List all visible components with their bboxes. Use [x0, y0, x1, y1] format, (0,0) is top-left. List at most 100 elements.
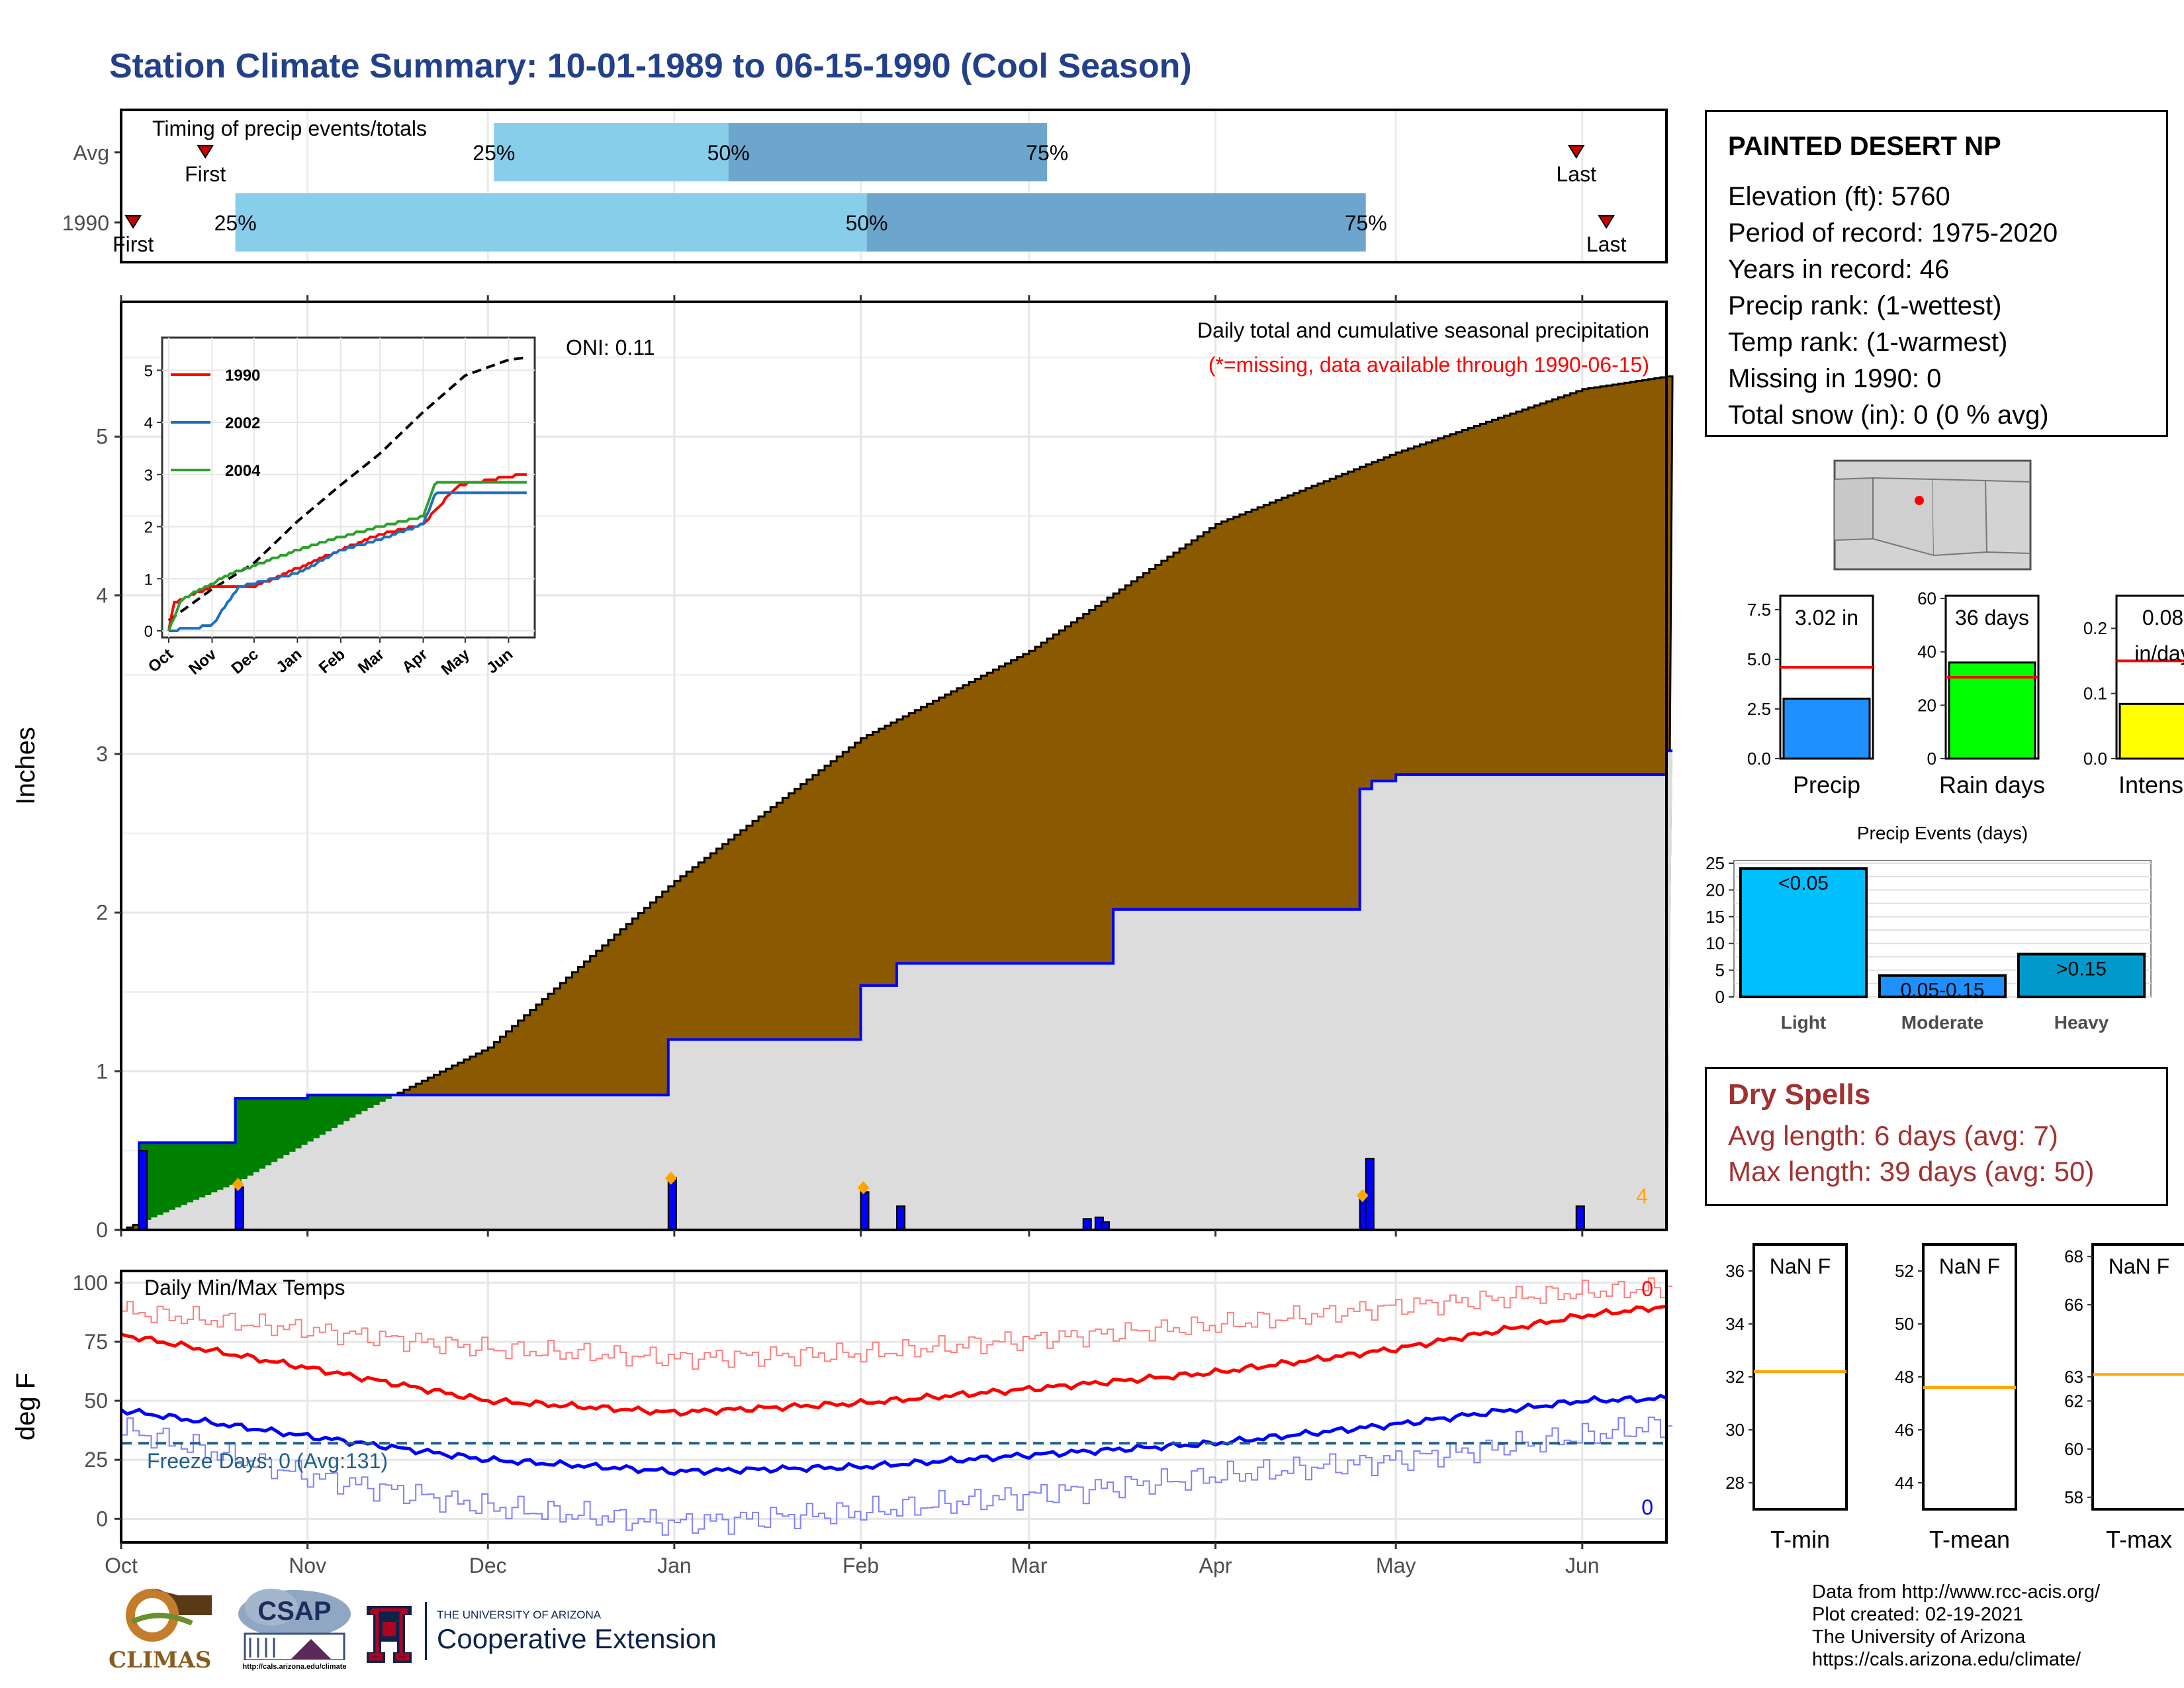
- timing-50-label: 50%: [846, 211, 888, 235]
- timing-bar-q2: [866, 193, 1366, 252]
- dry-spells-lines: Avg length: 6 days (avg: 7) Max length: …: [1728, 1118, 2166, 1190]
- last-event-label: Last: [1556, 162, 1596, 186]
- events-category-label: Heavy: [2054, 1012, 2109, 1033]
- month-label: Feb: [842, 1554, 879, 1577]
- missing-line: Missing in 1990: 0: [1728, 364, 1942, 393]
- month-label: Oct: [105, 1554, 138, 1577]
- ua-logo-icon: [363, 1602, 416, 1668]
- precip-ytick-label: 5: [96, 425, 108, 449]
- tbox-ytick-label: 36: [1725, 1261, 1745, 1281]
- locator-map: [1833, 459, 2032, 571]
- snow-line: Total snow (in): 0 (0 % avg): [1728, 400, 2049, 430]
- tbox-ytick-label: 58: [2064, 1487, 2083, 1507]
- tbox-ytick-label: 50: [1895, 1314, 1914, 1334]
- mini-bar-charts: 0.0 2.5 5.0 7.5 3.02 in Precip 0 20 40 60 36 days R…: [1747, 588, 2184, 798]
- footer-line-url: https://cals.arizona.edu/climate/: [1812, 1649, 2081, 1670]
- tbox-value: NaN F: [2109, 1254, 2169, 1278]
- oni-label: ONI: 0.11: [566, 336, 655, 359]
- events-bar-label: 0.05-0.15: [1901, 980, 1985, 1002]
- temp-frame: [120, 1270, 1668, 1544]
- mini-ytick-label: 0.2: [2083, 618, 2107, 638]
- daily-precip-bar: [234, 1186, 244, 1231]
- mini-ytick-label: 60: [1917, 588, 1936, 608]
- precip-frame: [120, 301, 1668, 1231]
- events-ytick-label: 0: [1715, 987, 1725, 1007]
- station-info-box: PAINTED DESERT NP Elevation (ft): 5760 P…: [1705, 110, 2168, 437]
- mini-bar: [1948, 661, 2036, 760]
- mini-value-label: 36 days: [1955, 606, 2029, 630]
- precip-rank-line: Precip rank: (1-wettest): [1728, 291, 2002, 320]
- events-ytick-label: 20: [1706, 880, 1725, 900]
- event-diamond-icon: [232, 1178, 244, 1192]
- timing-75-label: 75%: [1026, 141, 1068, 165]
- timing-bar-q1: [235, 193, 867, 252]
- tbox-ytick-label: 52: [1895, 1261, 1914, 1281]
- mini-axis-label: Intensity: [2118, 771, 2184, 798]
- tbox-ytick-label: 48: [1895, 1367, 1914, 1387]
- precip-ytick-label: 3: [96, 742, 108, 766]
- csap-logo: CSAP http://cals.arizona.edu/climate: [232, 1587, 357, 1680]
- csap-cloud-icon: [238, 1589, 351, 1662]
- tbox-ytick-label: 44: [1895, 1473, 1914, 1493]
- inset-legend-label: 1990: [225, 367, 260, 385]
- month-label: May: [1376, 1554, 1416, 1577]
- tbox-label: T-mean: [1929, 1526, 2010, 1553]
- inset-ytick-label: 3: [144, 467, 153, 485]
- dry-avg-line: Avg length: 6 days (avg: 7): [1728, 1120, 2058, 1151]
- month-label: Dec: [469, 1554, 507, 1577]
- inset-ytick-label: 2: [144, 519, 153, 537]
- timing-row-label: 1990: [62, 211, 109, 235]
- mini-ytick-label: 5.0: [1747, 649, 1771, 669]
- month-label: Jan: [657, 1554, 692, 1577]
- temp-boxes: 28 30 32 34 36 NaN F T-min 44 46 48 50 52 NaN F T-mea…: [1725, 1243, 2184, 1553]
- timing-25-label: 25%: [214, 211, 257, 235]
- first-event-marker-icon: [197, 145, 214, 159]
- cumulative-season-line: [121, 749, 1673, 1231]
- daily-precip-bar: [896, 1205, 906, 1231]
- mini-value-label: 0.08: [2142, 606, 2183, 630]
- elevation-line: Elevation (ft): 5760: [1728, 182, 1950, 211]
- timing-50-label: 50%: [707, 141, 750, 165]
- coop-extension-text: Cooperative Extension: [437, 1623, 717, 1654]
- tbox-ytick-label: 60: [2064, 1439, 2083, 1459]
- inset-ytick-label: 5: [144, 362, 153, 380]
- tbox-ytick-label: 28: [1725, 1473, 1745, 1493]
- mini-bar: [2118, 702, 2184, 760]
- event-diamond-icon: [857, 1181, 870, 1195]
- tbox-value: NaN F: [1939, 1254, 2000, 1278]
- tbox-ytick-label: 34: [1725, 1314, 1745, 1334]
- month-label: Mar: [1011, 1554, 1047, 1577]
- climas-text: CLIMAS: [109, 1647, 212, 1673]
- tbox-value: NaN F: [1770, 1254, 1831, 1278]
- tbox-ytick-label: 63: [2064, 1367, 2083, 1387]
- timing-bar-q1: [494, 123, 729, 181]
- mini-axis-label: Rain days: [1939, 771, 2045, 798]
- daily-precip-bar: [667, 1176, 677, 1231]
- month-label: Jun: [1565, 1554, 1600, 1577]
- inset-series-line: [167, 355, 527, 622]
- events-category-label: Light: [1781, 1012, 1826, 1033]
- temp-rank-line: Temp rank: (1-warmest): [1728, 328, 2008, 357]
- tbox-frame: [2091, 1243, 2184, 1511]
- page-title: Station Climate Summary: 10-01-1989 to 0…: [109, 47, 1192, 85]
- missing-note: (*=missing, data available through 1990-…: [1208, 353, 1649, 377]
- precip-caption: Daily total and cumulative seasonal prec…: [1197, 318, 1649, 342]
- events-ytick-label: 5: [1715, 961, 1725, 980]
- timing-panel: Avg 25% 50% 75% First Last 1990 25% 50% 75% First L…: [62, 109, 1668, 263]
- precip-ytick-label: 4: [96, 583, 108, 607]
- daily-precip-bar: [1082, 1218, 1092, 1231]
- mini-ytick-label: 7.5: [1747, 600, 1771, 620]
- cumulative-ahead-fill: [139, 1095, 398, 1223]
- events-ytick-label: 10: [1706, 933, 1725, 953]
- inset-ytick-label: 0: [144, 623, 153, 641]
- precip-ylabel: Inches: [11, 727, 40, 805]
- events-bar: [1878, 974, 2007, 999]
- timing-frame: [120, 109, 1668, 263]
- dry-spells-title: Dry Spells: [1728, 1078, 1871, 1111]
- timing-25-label: 25%: [473, 141, 515, 165]
- tbox-ytick-label: 30: [1725, 1420, 1745, 1440]
- tbox-ytick-label: 66: [2064, 1295, 2083, 1315]
- mini-ytick-label: 0.0: [2083, 749, 2107, 769]
- last-event-marker-icon: [1567, 145, 1585, 159]
